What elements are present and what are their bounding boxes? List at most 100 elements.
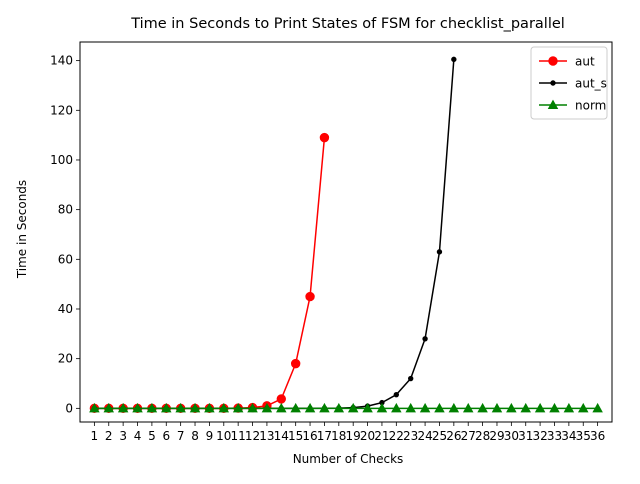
data-point-norm [175,402,186,413]
x-tick-label: 8 [191,429,199,443]
x-tick-label: 28 [475,429,490,443]
legend-label-aut: aut [575,55,595,69]
x-tick-label: 23 [403,429,418,443]
data-point-norm [232,402,244,413]
x-tick-label: 25 [432,429,447,443]
x-tick-label: 24 [417,429,432,443]
data-point-norm [520,402,531,413]
x-tick-label: 18 [331,429,346,443]
data-point-norm [319,402,330,413]
x-tick-label: 5 [148,429,156,443]
x-tick-label: 3 [119,429,127,443]
data-point-norm [132,402,143,413]
x-tick-label: 4 [134,429,142,443]
data-point-norm [218,402,230,413]
y-tick-label: 40 [58,302,73,316]
legend-label-norm: norm [575,99,606,113]
x-tick-label: 11 [231,429,246,443]
data-point-norm [577,402,589,413]
y-tick-label: 120 [50,103,73,117]
data-point-norm [304,402,316,413]
data-point-aut_s [550,80,556,86]
x-tick-label: 14 [274,429,289,443]
data-point-aut_s [451,56,457,63]
x-tick-label: 27 [461,429,476,443]
x-tick-label: 29 [489,429,504,443]
x-tick-label: 7 [177,429,185,443]
x-tick-label: 22 [389,429,404,443]
x-tick-label: 17 [317,429,332,443]
x-tick-label: 32 [532,429,547,443]
data-point-norm [362,402,373,413]
x-tick-label: 30 [504,429,519,443]
data-point-norm [491,402,503,413]
data-point-norm [290,402,301,413]
x-tick-label: 19 [346,429,361,443]
data-point-norm [391,402,402,413]
x-axis-label: Number of Checks [293,452,404,466]
y-tick-label: 140 [50,54,73,68]
data-point-norm [161,402,172,413]
y-tick-label: 100 [50,153,73,167]
data-point-norm [89,402,100,413]
data-point-norm [419,402,431,413]
x-tick-label: 2 [105,429,113,443]
data-point-norm [405,402,416,413]
data-point-aut [290,358,301,369]
data-point-norm [563,402,575,413]
y-tick-label: 60 [58,252,73,266]
x-tick-label: 26 [446,429,461,443]
data-point-norm [592,402,603,413]
series-layer [89,56,603,414]
data-point-aut_s [422,336,428,342]
x-tick-label: 34 [561,429,576,443]
x-tick-label: 36 [590,429,605,443]
x-tick-label: 31 [518,429,533,443]
data-point-aut_s [408,375,414,382]
chart-title: Time in Seconds to Print States of FSM f… [130,16,565,32]
y-tick-label: 20 [58,352,73,366]
data-point-aut_s [393,391,400,398]
x-tick-label: 9 [206,429,214,443]
data-point-norm [534,402,546,413]
y-axis: 0 20 40 60 80 100 120 140 [50,54,80,415]
data-point-norm [276,402,287,413]
data-point-norm [247,402,258,413]
x-tick-label: 20 [360,429,375,443]
data-point-norm [146,402,158,413]
x-tick-label: 35 [576,429,591,443]
data-point-norm [103,402,115,413]
y-tick-label: 0 [65,401,73,415]
data-point-norm [117,402,129,413]
x-tick-label: 12 [245,429,260,443]
data-point-norm [204,402,215,413]
x-tick-label: 6 [162,429,170,443]
x-tick-label: 15 [288,429,303,443]
plot-frame [79,41,613,423]
x-tick-label: 10 [216,429,231,443]
legend-box [530,46,608,120]
data-point-norm [549,402,560,413]
data-point-norm [333,402,345,413]
x-tick-label: 13 [259,429,274,443]
plot-area [80,42,612,422]
data-point-norm [189,402,201,413]
data-point-norm [261,402,273,413]
data-point-aut_s [436,249,443,255]
x-tick-label: 21 [374,429,389,443]
x-tick-label: 33 [547,429,562,443]
y-tick-label: 80 [58,203,73,217]
legend-label-aut_s: aut_s [575,77,607,91]
data-point-norm [477,402,488,413]
data-point-aut [305,291,315,302]
x-axis: 1 2 3 4 5 6 7 8 9 10 11 12 13 14 15 16 17 18 19 20 21 22 23 24 2… [91,422,605,443]
data-point-norm [347,402,359,413]
data-point-norm [376,402,388,413]
y-axis-label: Time in Seconds [15,180,29,279]
x-tick-label: 1 [91,429,99,443]
data-point-norm [547,99,559,110]
data-point-norm [434,402,445,413]
